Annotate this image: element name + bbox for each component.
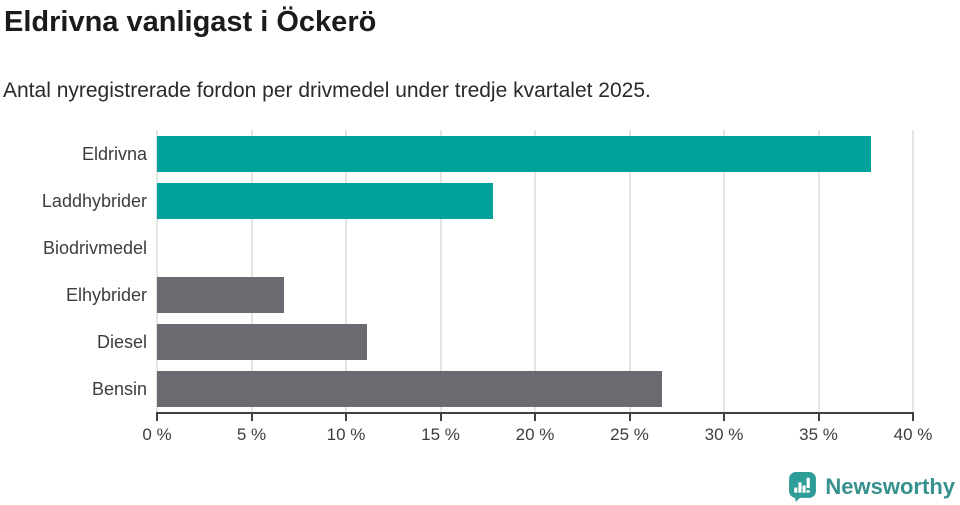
x-tick-label-20: 20 % — [515, 425, 555, 444]
category-label-eldrivna: Eldrivna — [81, 143, 147, 164]
bar-diesel — [157, 324, 367, 361]
gridline-5 — [250, 130, 253, 413]
newsworthy-wordmark: Newsworthy — [825, 473, 955, 499]
gridline-15 — [439, 130, 442, 413]
gridline-40 — [912, 130, 914, 413]
x-tick-15 — [439, 413, 442, 421]
x-tick-25 — [628, 413, 631, 421]
x-tick-40 — [912, 413, 914, 421]
x-tick-35 — [817, 413, 820, 421]
bar-eldrivna — [157, 135, 872, 172]
gridline-0 — [156, 130, 158, 413]
chart-subtitle: Antal nyregistrerade fordon per drivmede… — [3, 79, 651, 102]
x-tick-label-5: 5 % — [236, 425, 267, 444]
gridline-30 — [723, 130, 725, 413]
category-label-laddhybrider: Laddhybrider — [41, 190, 147, 211]
x-tick-label-10: 10 % — [326, 425, 366, 444]
bar-laddhybrider — [157, 182, 494, 219]
newsworthy-logo[interactable]: Newsworthy — [788, 471, 955, 502]
x-tick-5 — [250, 413, 253, 421]
x-tick-label-15: 15 % — [421, 425, 460, 444]
x-tick-label-40: 40 % — [893, 425, 933, 444]
x-tick-label-35: 35 % — [799, 425, 838, 444]
category-label-diesel: Diesel — [96, 332, 147, 353]
chart-title: Eldrivna vanligast i Öckerö — [4, 6, 377, 38]
gridline-25 — [628, 130, 631, 413]
gridline-35 — [817, 130, 820, 413]
bar-bensin — [157, 371, 662, 408]
x-tick-20 — [534, 413, 536, 421]
x-tick-label-25: 25 % — [610, 425, 649, 444]
bar-elhybrider — [157, 277, 284, 314]
x-tick-10 — [345, 413, 347, 421]
x-tick-30 — [723, 413, 725, 421]
x-tick-label-0: 0 % — [142, 425, 172, 444]
gridline-20 — [534, 130, 536, 413]
category-label-elhybrider: Elhybrider — [65, 285, 147, 306]
category-label-bensin: Bensin — [91, 379, 147, 400]
gridline-10 — [345, 130, 347, 413]
category-label-biodrivmedel: Biodrivmedel — [42, 237, 147, 258]
newsworthy-bar-chart-speech-bubble-icon — [788, 471, 817, 502]
x-tick-0 — [156, 413, 158, 421]
x-tick-label-30: 30 % — [704, 425, 744, 444]
